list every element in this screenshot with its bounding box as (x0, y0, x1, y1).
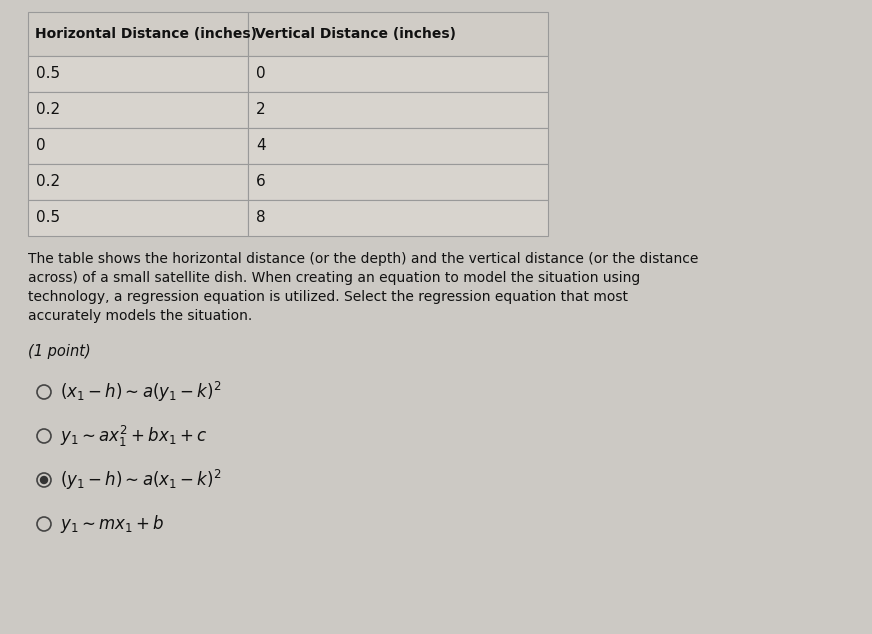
Bar (28, 164, 248, 200)
Text: technology, a regression equation is utilized. Select the regression equation th: technology, a regression equation is uti… (28, 290, 628, 304)
Text: $y_1 \sim ax_1^2 + bx_1 + c$: $y_1 \sim ax_1^2 + bx_1 + c$ (60, 424, 208, 448)
Text: (1 point): (1 point) (28, 344, 91, 359)
Text: $(y_1 - h) \sim a(x_1 - k)^2$: $(y_1 - h) \sim a(x_1 - k)^2$ (60, 468, 221, 492)
Bar (28, 92, 248, 128)
Bar (28, 200, 248, 236)
Bar (248, 200, 548, 236)
Text: 0.2: 0.2 (36, 103, 60, 117)
Text: 0.5: 0.5 (36, 67, 60, 82)
Text: 6: 6 (256, 174, 266, 190)
Text: Horizontal Distance (inches): Horizontal Distance (inches) (35, 27, 257, 41)
Text: 0.2: 0.2 (36, 174, 60, 190)
Bar (248, 12, 548, 56)
Bar (28, 12, 248, 56)
Text: 4: 4 (256, 138, 266, 153)
Circle shape (40, 477, 47, 484)
Text: 0.5: 0.5 (36, 210, 60, 226)
Bar (28, 56, 248, 92)
Text: Vertical Distance (inches): Vertical Distance (inches) (255, 27, 456, 41)
Text: The table shows the horizontal distance (or the depth) and the vertical distance: The table shows the horizontal distance … (28, 252, 698, 266)
Text: $y_1 \sim mx_1 + b$: $y_1 \sim mx_1 + b$ (60, 513, 165, 535)
Bar (248, 164, 548, 200)
Bar (248, 92, 548, 128)
Bar (248, 56, 548, 92)
Text: $(x_1 - h) \sim a(y_1 - k)^2$: $(x_1 - h) \sim a(y_1 - k)^2$ (60, 380, 221, 404)
Bar (248, 128, 548, 164)
Text: 0: 0 (256, 67, 266, 82)
Text: 8: 8 (256, 210, 266, 226)
Text: across) of a small satellite dish. When creating an equation to model the situat: across) of a small satellite dish. When … (28, 271, 640, 285)
Text: accurately models the situation.: accurately models the situation. (28, 309, 252, 323)
Bar (28, 128, 248, 164)
Text: 0: 0 (36, 138, 45, 153)
Text: 2: 2 (256, 103, 266, 117)
